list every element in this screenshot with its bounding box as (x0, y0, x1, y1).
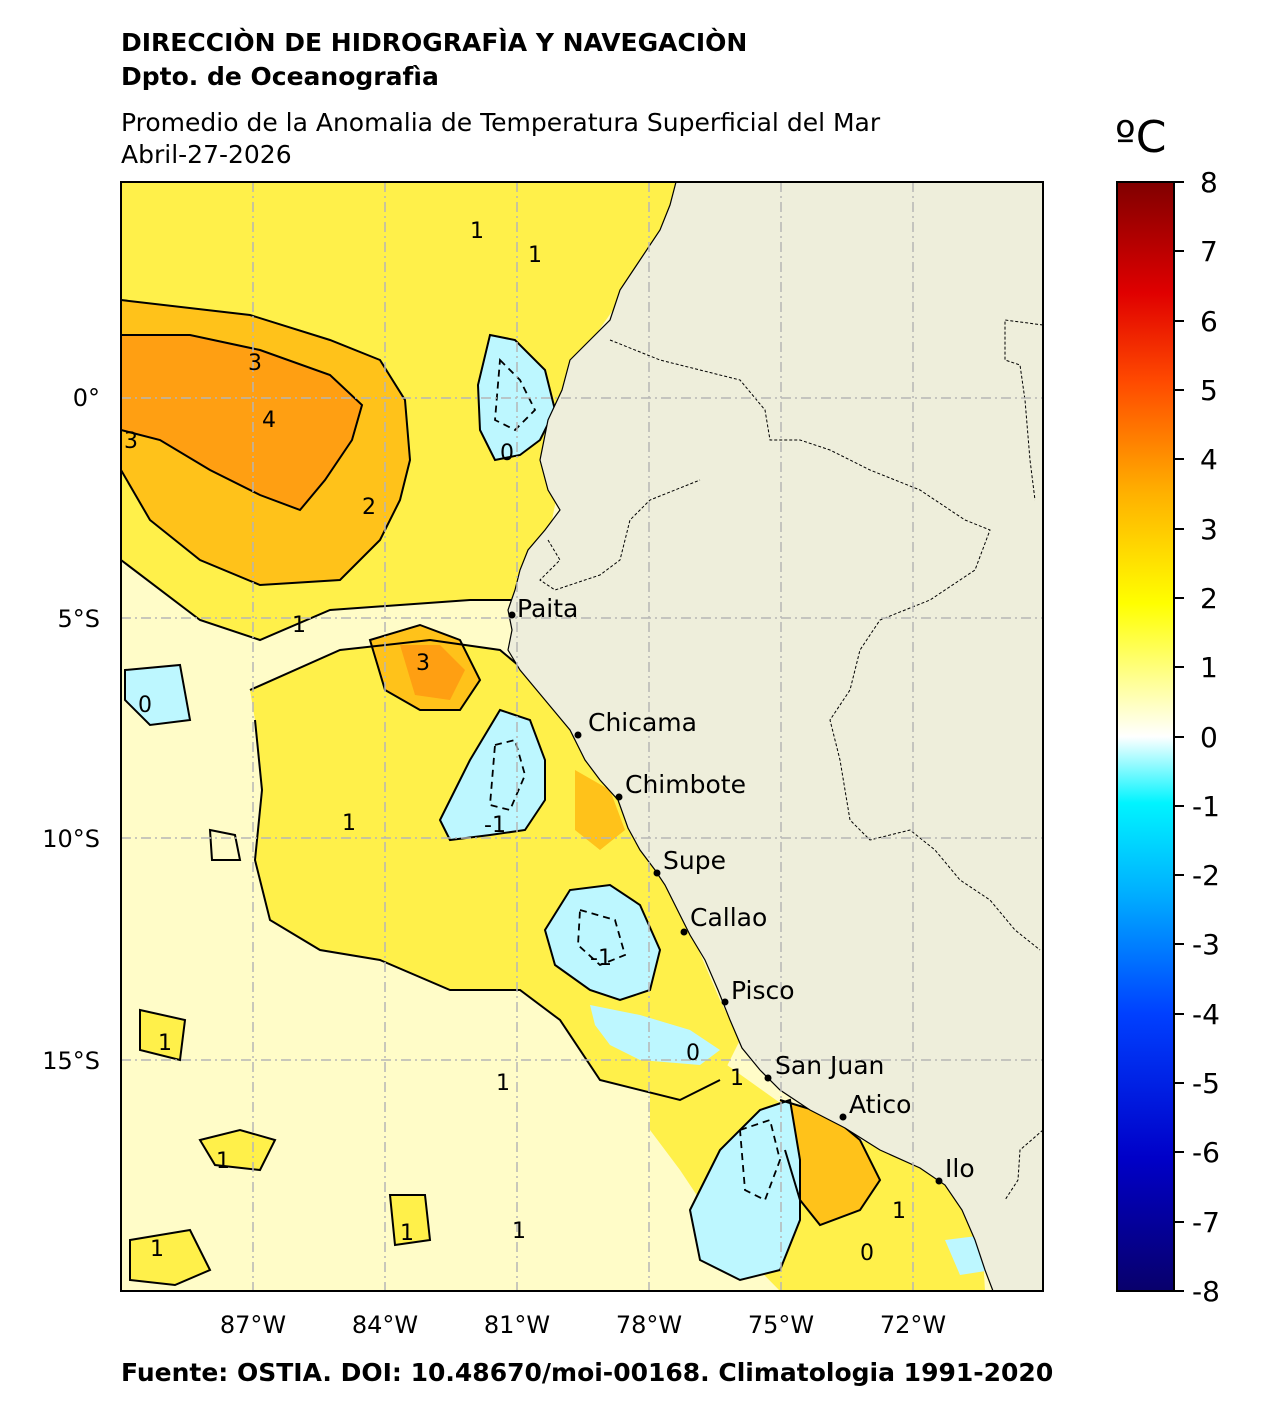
city-markers (508, 611, 943, 1185)
y-axis-labels: 0° 5°S 10°S 15°S (42, 384, 100, 1075)
contour-label: 1 (730, 1066, 744, 1091)
x-tick-label: 75°W (748, 1311, 814, 1339)
contour-label: 3 (416, 651, 430, 676)
contour-label: 1 (528, 243, 542, 268)
city-dot (935, 1177, 943, 1185)
city-label-supe: Supe (663, 846, 726, 875)
contour-label: 1 (892, 1199, 906, 1224)
contour-label: 0 (686, 1041, 700, 1066)
x-tick-label: 84°W (352, 1311, 418, 1339)
x-tick-label: 87°W (220, 1311, 286, 1339)
colorbar-tick-label: -4 (1192, 998, 1220, 1031)
city-label-san-juan: San Juan (775, 1051, 884, 1080)
map-date: Abril-27-2026 (121, 140, 292, 169)
x-tick-label: 78°W (616, 1311, 682, 1339)
colorbar-tick-label: 8 (1200, 166, 1218, 199)
colorbar (1116, 181, 1175, 1292)
city-dot (574, 731, 582, 739)
colorbar-tick-label: 6 (1200, 305, 1218, 338)
city-label-atico: Atico (849, 1090, 911, 1119)
y-tick-label: 0° (73, 384, 100, 412)
contour-label: 1 (470, 219, 484, 244)
colorbar-tick-label: -2 (1192, 859, 1220, 892)
contour-label: 1 (400, 1221, 414, 1246)
colorbar-tick-label: 3 (1200, 513, 1218, 546)
colorbar-tick-label: 4 (1200, 443, 1218, 476)
city-label-pisco: Pisco (731, 976, 795, 1005)
colorbar-tick-label: 2 (1200, 582, 1218, 615)
colorbar-tick-label: -7 (1192, 1206, 1220, 1239)
map-frame (120, 181, 1044, 1292)
colorbar-tick-label: 7 (1200, 235, 1218, 268)
source-footer: Fuente: OSTIA. DOI: 10.48670/moi-00168. … (121, 1358, 1054, 1387)
city-dot (615, 793, 623, 801)
city-dot (721, 998, 729, 1006)
contour-label-group: 3 4 3 2 1 1 1 3 0 -1 1 -1 0 1 1 1 1 1 1 … (124, 219, 906, 1266)
colorbar-tick-label: 5 (1200, 374, 1218, 407)
negative-contour-lines (489, 357, 781, 1202)
colorbar-tick-label: 1 (1200, 651, 1218, 684)
x-axis-labels: 87°W 84°W 81°W 78°W 75°W 72°W (220, 1311, 946, 1339)
colorbar-tick-label: -3 (1192, 928, 1220, 961)
colorbar-tick-label: -8 (1192, 1275, 1220, 1308)
city-label-ilo: Ilo (945, 1154, 975, 1183)
colorbar-tick-label: -6 (1192, 1136, 1220, 1169)
colorbar-tick-label: 0 (1200, 721, 1218, 754)
contour-label: 1 (292, 613, 306, 638)
borders (539, 319, 1043, 1201)
colorbar-units: ºC (1115, 112, 1167, 163)
contour-label: -1 (590, 946, 612, 971)
city-dot (764, 1074, 772, 1082)
y-tick-label: 15°S (42, 1047, 100, 1075)
contour-label: 1 (496, 1071, 510, 1096)
colorbar-ticks (1174, 181, 1184, 1292)
colorbar-tick-label: -5 (1192, 1067, 1220, 1100)
city-label-paita: Paita (517, 594, 578, 623)
city-dot (653, 869, 661, 877)
contour-label: 0 (138, 693, 152, 718)
city-label-chicama: Chicama (588, 708, 697, 737)
contour-label: 1 (512, 1219, 526, 1244)
y-tick-label: 10°S (42, 825, 100, 853)
city-dot (680, 928, 688, 936)
contour-label: 1 (342, 811, 356, 836)
organization-title: DIRECCIÒN DE HIDROGRAFÌA Y NAVEGACIÒN (121, 28, 748, 57)
city-labels: Paita Chicama Chimbote Supe Callao Pisco… (517, 594, 975, 1183)
city-label-callao: Callao (690, 903, 767, 932)
map-area: 3 4 3 2 1 1 1 3 0 -1 1 -1 0 1 1 1 1 1 1 … (121, 182, 1043, 1291)
y-tick-label: 5°S (57, 605, 100, 633)
city-dot (508, 611, 516, 619)
contour-label: 0 (500, 441, 514, 466)
contour-label: 1 (150, 1237, 164, 1262)
contour-label: 3 (124, 429, 138, 454)
colorbar-tick-labels: 8 7 6 5 4 3 2 1 0 -1 -2 -3 -4 -5 -6 -7 -… (1192, 166, 1220, 1308)
contour-label: 1 (216, 1149, 230, 1174)
contour-label: 4 (262, 408, 276, 433)
x-tick-label: 72°W (880, 1311, 946, 1339)
city-label-chimbote: Chimbote (625, 770, 746, 799)
contour-label: 3 (248, 351, 262, 376)
contour-label: 2 (362, 495, 376, 520)
department-title: Dpto. de Oceanografìa (121, 62, 439, 91)
x-tick-label: 81°W (484, 1311, 550, 1339)
colorbar-tick-label: -1 (1192, 790, 1220, 823)
city-dot (839, 1113, 847, 1121)
contour-label: 0 (860, 1241, 874, 1266)
map-title: Promedio de la Anomalia de Temperatura S… (121, 108, 881, 137)
gridlines (121, 182, 1043, 1291)
contour-label: -1 (484, 813, 506, 838)
anomaly-regions-3 (121, 335, 465, 700)
contour-label: 1 (158, 1031, 172, 1056)
